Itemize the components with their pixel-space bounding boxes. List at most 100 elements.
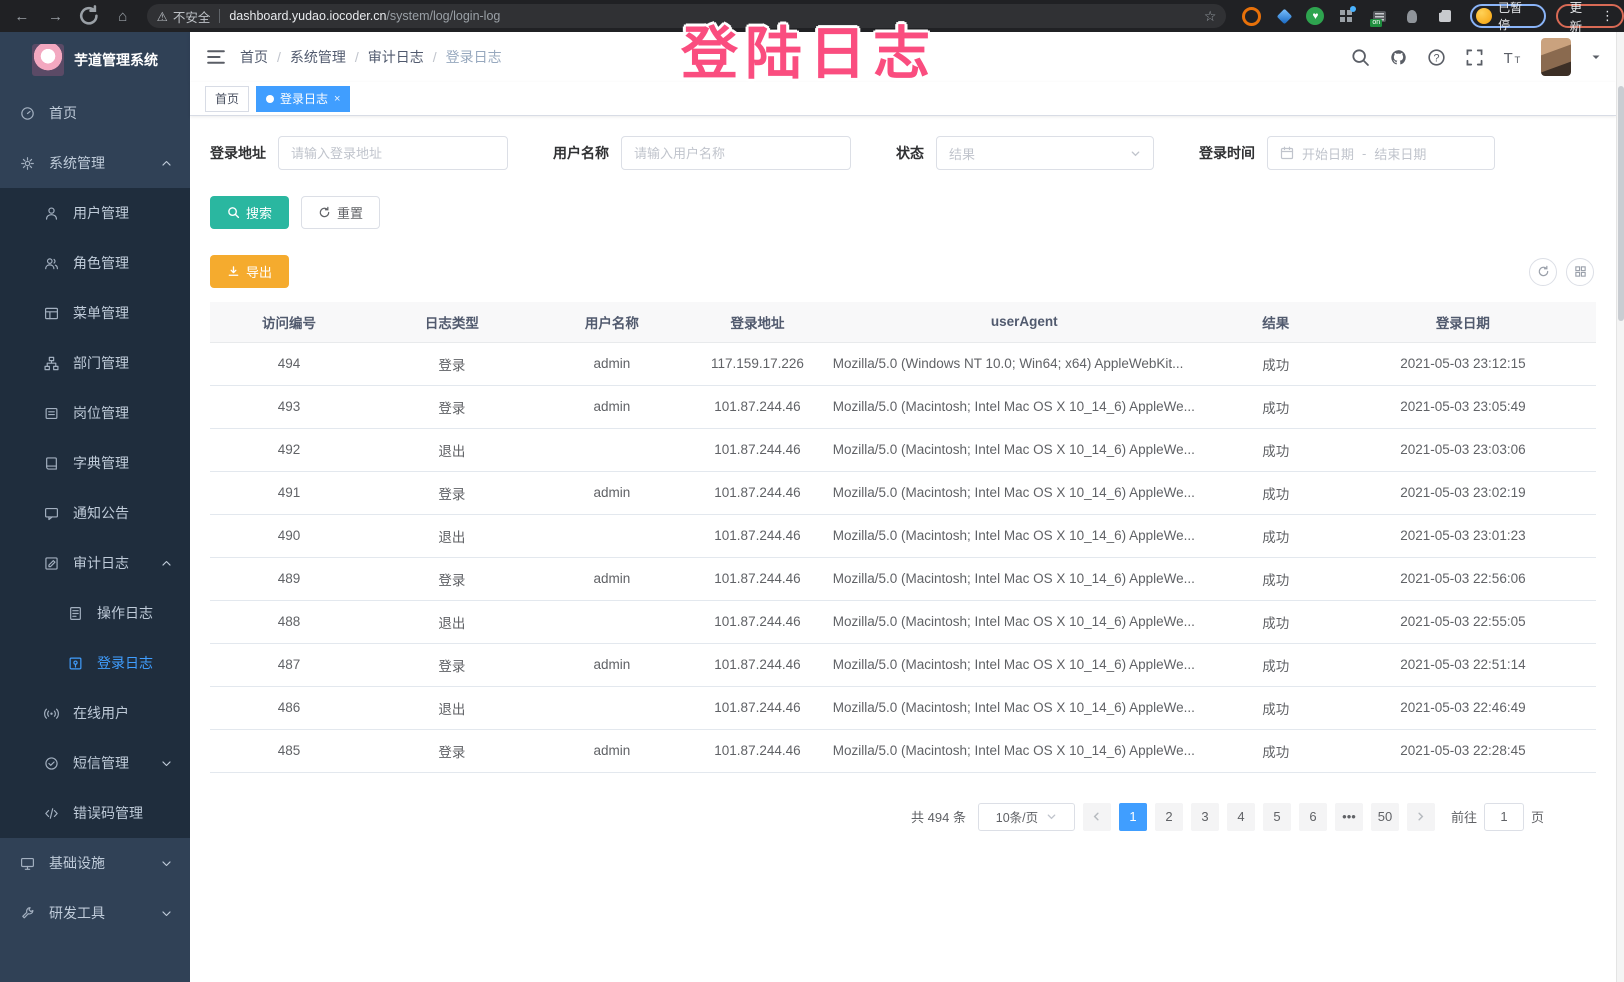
pagination-page-1[interactable]: 1 [1118, 802, 1147, 831]
sidebar-item-operate-log[interactable]: 操作日志 [0, 588, 190, 638]
breadcrumb: 首页 / 系统管理 / 审计日志 / 登录日志 [240, 47, 502, 67]
sidebar-item-label: 通知公告 [73, 505, 129, 521]
browser-reload-icon[interactable] [77, 4, 101, 28]
sidebar-item-system[interactable]: 系统管理 [0, 138, 190, 188]
browser-update-button[interactable]: 更新 ⋮ [1555, 1, 1624, 34]
bookmark-star-icon[interactable]: ☆ [1203, 7, 1217, 24]
table-cell: 登录 [368, 342, 536, 386]
reset-button[interactable]: 重置 [301, 196, 381, 229]
breadcrumb-item[interactable]: 系统管理 [289, 49, 346, 65]
sidebar-item-dept[interactable]: 部门管理 [0, 338, 190, 388]
blue-gem-extension-icon[interactable] [1273, 5, 1295, 27]
table-cell: 成功 [1221, 557, 1330, 601]
pagination-page-3[interactable]: 3 [1190, 802, 1219, 831]
page-size-select[interactable]: 10条/页 [977, 802, 1075, 831]
sidebar-item-sms[interactable]: 短信管理 [0, 738, 190, 788]
browser-forward-icon[interactable]: → [47, 7, 63, 25]
sidebar-item-menu[interactable]: 菜单管理 [0, 288, 190, 338]
pagination-page-4[interactable]: 4 [1226, 802, 1255, 831]
log-icon [44, 556, 59, 571]
paused-extension-button[interactable]: 已暂停 [1470, 1, 1546, 32]
table-cell: 成功 [1221, 471, 1330, 515]
sidebar-item-label: 角色管理 [73, 255, 129, 271]
search-icon[interactable] [1351, 48, 1370, 67]
breadcrumb-item[interactable]: 首页 [240, 49, 268, 65]
pagination-next-button[interactable] [1406, 802, 1435, 831]
tabs-on-extension-icon[interactable] [1368, 5, 1390, 27]
hamburger-icon[interactable] [206, 47, 226, 67]
column-settings-button[interactable] [1566, 257, 1594, 286]
logininfor-icon [68, 656, 83, 671]
browser-back-icon[interactable]: ← [14, 7, 30, 25]
tag-dot [266, 94, 275, 103]
pagination-page-50[interactable]: 50 [1370, 802, 1399, 831]
plant-extension-icon[interactable] [1401, 5, 1423, 27]
table-cell: 退出 [368, 686, 536, 730]
puzzle-extension-icon[interactable] [1434, 5, 1456, 27]
pagination-page-5[interactable]: 5 [1262, 802, 1291, 831]
sidebar-item-role[interactable]: 角色管理 [0, 238, 190, 288]
user-avatar[interactable] [1541, 38, 1571, 76]
sidebar-item-online-user[interactable]: 在线用户 [0, 688, 190, 738]
table-cell [535, 428, 689, 472]
date-start-placeholder: 开始日期 [1302, 146, 1355, 162]
page-scrollbar[interactable] [1616, 32, 1624, 982]
breadcrumb-item[interactable]: 审计日志 [367, 49, 424, 65]
main-content: 登录地址 用户名称 状态 结果 登录时间 开始日期 - 结束日期 搜索 [190, 116, 1616, 982]
green-check-extension-icon[interactable] [1306, 7, 1325, 25]
avatar-caret-down-icon[interactable] [1590, 51, 1602, 63]
table-cell [535, 686, 689, 730]
table-cell: 登录 [368, 385, 536, 429]
tag-active[interactable]: 登录日志 × [256, 85, 351, 112]
status-select[interactable]: 结果 [936, 136, 1154, 170]
sidebar-item-home[interactable]: 首页 [0, 88, 190, 138]
table-row: 494 登录 admin 117.159.17.226 Mozilla/5.0 (Win… [210, 342, 1596, 386]
browser-home-icon[interactable]: ⌂ [118, 7, 128, 25]
orange-circle-extension-icon[interactable] [1240, 5, 1262, 27]
tag-close-icon[interactable]: × [334, 92, 341, 105]
sidebar-item-notice[interactable]: 通知公告 [0, 488, 190, 538]
security-label: 不安全 [172, 10, 211, 25]
column-header: 访问编号 [210, 302, 368, 343]
tree-table-icon [44, 306, 59, 321]
sidebar-item-dev-tool[interactable]: 研发工具 [0, 888, 190, 938]
sidebar-item-label: 登录日志 [97, 655, 153, 671]
sidebar-item-dict[interactable]: 字典管理 [0, 438, 190, 488]
goto-page-input[interactable] [1483, 802, 1524, 831]
login-time-range-picker[interactable]: 开始日期 - 结束日期 [1267, 136, 1495, 170]
export-button[interactable]: 导出 [210, 255, 290, 288]
app-logo-row[interactable]: 芋道管理系统 [0, 32, 190, 88]
sidebar-item-audit-log[interactable]: 审计日志 [0, 538, 190, 588]
sidebar-item-label: 字典管理 [73, 455, 129, 471]
scrollbar-thumb[interactable] [1618, 86, 1624, 321]
username-input[interactable] [621, 136, 851, 170]
refresh-button[interactable] [1529, 257, 1557, 286]
address-bar[interactable]: ⚠ 不安全 dashboard.yudao.iocoder.cn/system/l… [146, 4, 1227, 28]
sidebar-item-login-log[interactable]: 登录日志 [0, 638, 190, 688]
sidebar-item-infra[interactable]: 基础设施 [0, 838, 190, 888]
pagination-prev-button[interactable] [1082, 802, 1111, 831]
pagination-page-2[interactable]: 2 [1154, 802, 1183, 831]
github-icon[interactable] [1389, 48, 1408, 67]
sidebar-item-user[interactable]: 用户管理 [0, 188, 190, 238]
docs-question-icon[interactable]: ? [1427, 48, 1446, 67]
table-cell: 成功 [1221, 342, 1330, 386]
search-button[interactable]: 搜索 [210, 196, 290, 229]
grid-extension-icon[interactable] [1335, 5, 1357, 27]
chevron-up-icon [161, 558, 172, 569]
tag-item[interactable]: 首页 [205, 85, 250, 112]
app-logo-image [32, 44, 64, 76]
login-address-input[interactable] [278, 136, 508, 170]
sidebar-item-errcode[interactable]: 错误码管理 [0, 788, 190, 838]
fullscreen-icon[interactable] [1465, 48, 1484, 67]
sidebar-item-label: 短信管理 [73, 755, 129, 771]
url-text: dashboard.yudao.iocoder.cn/system/log/lo… [229, 9, 501, 23]
browser-menu-kebab-icon[interactable]: ⋮ [1600, 8, 1614, 23]
pagination-page-6[interactable]: 6 [1298, 802, 1327, 831]
sidebar-item-post[interactable]: 岗位管理 [0, 388, 190, 438]
pagination-more[interactable]: ••• [1334, 802, 1363, 831]
table-row: 493 登录 admin 101.87.244.46 Mozilla/5.0 (Maci… [210, 385, 1596, 429]
table-cell: 成功 [1221, 729, 1330, 773]
breadcrumb-item: 登录日志 [445, 49, 502, 65]
